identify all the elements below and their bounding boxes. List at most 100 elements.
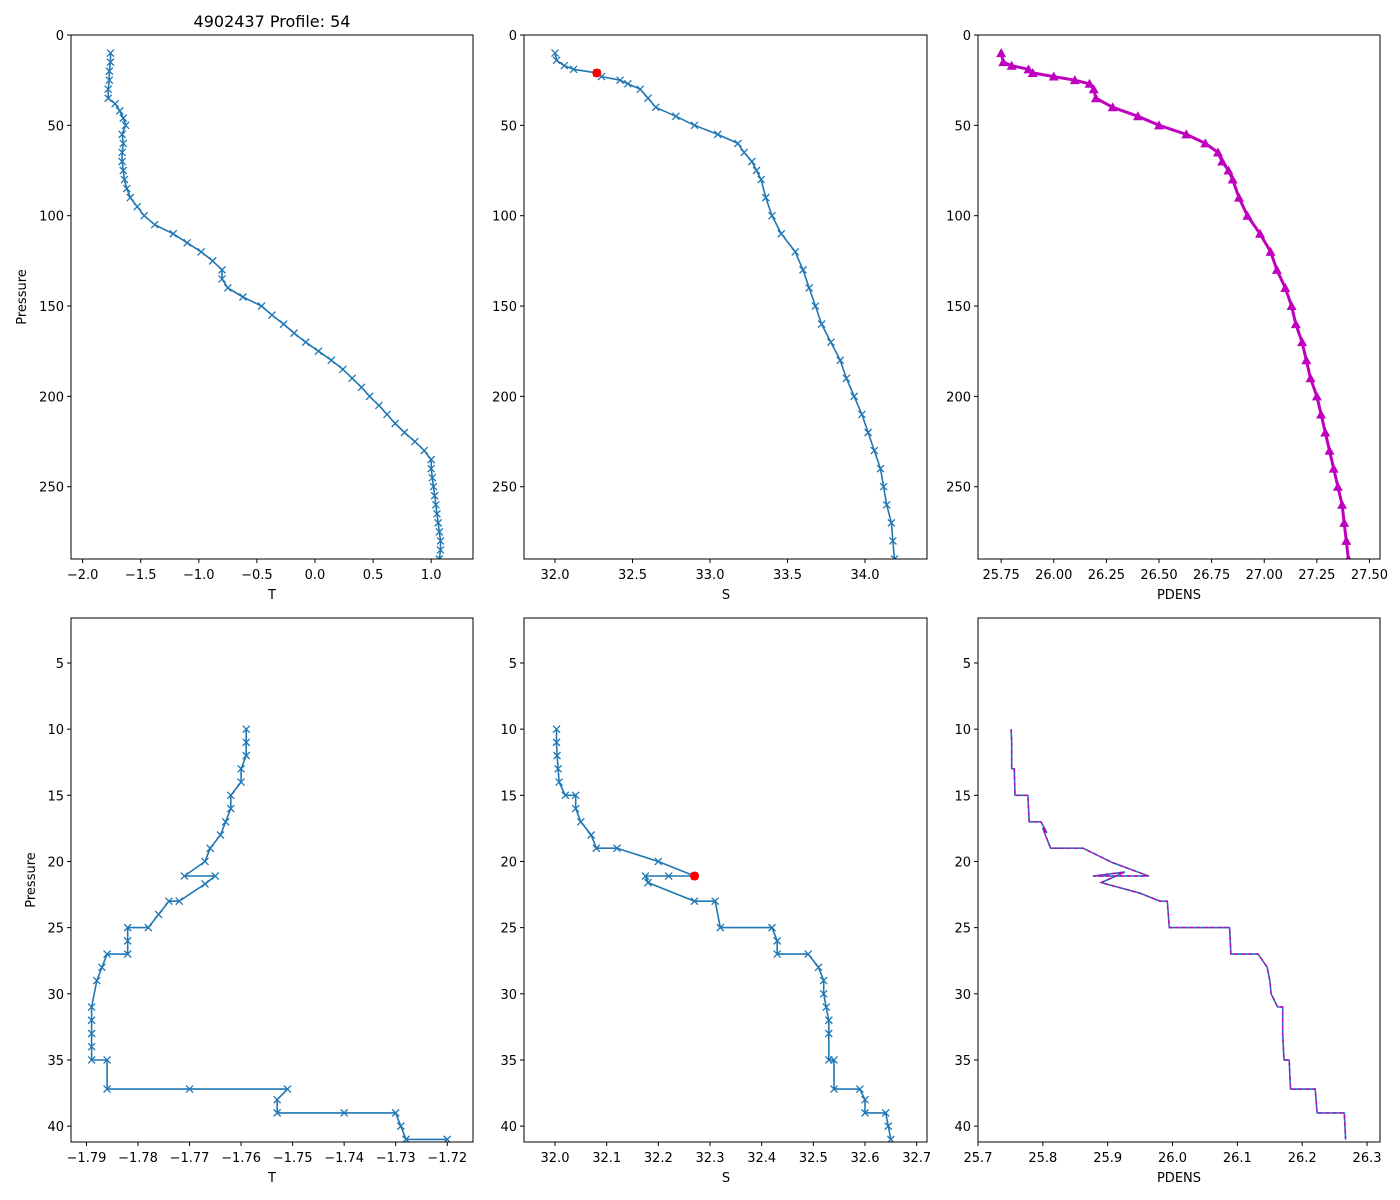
data-point	[1088, 84, 1099, 94]
x-tick-label: −1.77	[170, 1151, 210, 1166]
x-tick-label: 33.0	[696, 568, 725, 583]
data-point	[555, 778, 564, 787]
x-tick-label: 34.0	[851, 568, 880, 583]
data-point	[431, 500, 440, 509]
data-point	[1181, 129, 1192, 139]
data-point	[826, 338, 835, 347]
data-point	[576, 817, 585, 826]
data-point	[716, 923, 725, 932]
data-point	[396, 1122, 405, 1131]
data-point	[216, 831, 225, 839]
x-tick-label: 0.0	[305, 568, 326, 583]
x-tick-label: −1.78	[118, 1151, 158, 1166]
data-point	[1200, 138, 1211, 148]
data-point	[435, 527, 444, 536]
data-point	[121, 121, 130, 130]
y-tick-label: 35	[47, 1054, 64, 1069]
y-tick-label: 20	[954, 855, 971, 870]
data-point	[1320, 427, 1331, 437]
x-tick-label: 26.0	[1158, 1151, 1187, 1166]
data-point	[1265, 246, 1276, 256]
x-axis-label: T	[267, 588, 276, 603]
x-tick-label: −1.74	[324, 1151, 364, 1166]
figure-title: 4902437 Profile: 54	[194, 12, 351, 31]
x-tick-label: 33.5	[773, 568, 802, 583]
data-point	[410, 437, 419, 446]
data-point	[208, 256, 217, 265]
data-point	[636, 85, 645, 94]
data-point	[651, 103, 660, 112]
data-point	[830, 1085, 838, 1094]
data-point	[1345, 554, 1352, 559]
x-tick-label: 26.25	[1088, 568, 1125, 583]
y-tick-label: 25	[954, 922, 971, 937]
x-tick-label: 27.25	[1298, 568, 1335, 583]
x-tick-label: 32.5	[618, 568, 647, 583]
y-tick-label: 30	[500, 988, 517, 1003]
data-point	[882, 500, 891, 509]
data-point	[119, 166, 128, 175]
x-tick-label: −0.5	[241, 568, 273, 583]
data-point	[1290, 319, 1301, 329]
x-tick-label: −1.5	[125, 568, 157, 583]
series-line	[107, 53, 442, 559]
y-tick-label: 10	[47, 723, 64, 738]
data-point	[374, 401, 383, 410]
data-point	[429, 482, 438, 491]
data-point	[391, 419, 400, 428]
plot-area	[996, 48, 1352, 559]
data-point	[824, 1016, 833, 1025]
data-point	[435, 555, 444, 559]
data-point	[1280, 282, 1291, 292]
data-point	[1305, 373, 1316, 383]
panel-s-full: S 32.0 32.5 33.0 33.5 34.0 0 50 100 150 200 250	[492, 29, 928, 603]
data-point	[111, 99, 120, 108]
x-tick-label: 25.9	[1093, 1151, 1122, 1166]
x-tick-label: 25.75	[983, 568, 1020, 583]
data-point	[400, 428, 409, 437]
data-point	[340, 1108, 349, 1117]
data-point	[223, 284, 232, 292]
data-point	[1332, 481, 1343, 491]
series-line	[999, 52, 1350, 559]
data-point	[391, 1108, 400, 1117]
x-tick-label: 32.2	[644, 1151, 673, 1166]
x-tick-label: 27.50	[1351, 568, 1388, 583]
data-point	[123, 923, 132, 932]
y-tick-label: 50	[500, 119, 517, 134]
data-point	[1311, 391, 1322, 401]
y-tick-label: 20	[500, 855, 517, 870]
data-point	[1217, 156, 1228, 166]
data-point	[1048, 71, 1059, 81]
y-tick-label: 250	[492, 481, 517, 496]
data-point	[87, 1029, 96, 1038]
data-point	[1316, 409, 1327, 419]
data-point	[218, 265, 226, 274]
data-point	[103, 1085, 112, 1094]
plot-area	[1010, 729, 1347, 1140]
data-point	[553, 751, 562, 760]
data-point	[242, 725, 251, 734]
data-point	[226, 791, 235, 800]
x-tick-label: 27.00	[1246, 568, 1283, 583]
x-tick-label: 0.5	[363, 568, 384, 583]
data-point	[206, 844, 215, 853]
y-tick-label: 5	[509, 657, 517, 672]
data-point	[1301, 355, 1312, 365]
data-point	[106, 58, 115, 67]
x-tick-label: 32.3	[696, 1151, 725, 1166]
data-point	[169, 229, 178, 238]
x-tick-label: 26.2	[1288, 1151, 1317, 1166]
data-point	[1223, 165, 1234, 175]
data-point	[1132, 111, 1143, 121]
x-tick-label: 26.1	[1223, 1151, 1252, 1166]
data-point	[876, 464, 885, 473]
y-tick-label: 20	[47, 855, 64, 870]
data-point	[664, 872, 673, 880]
x-tick-label: 32.1	[592, 1151, 621, 1166]
data-point	[126, 193, 135, 202]
data-point	[857, 410, 866, 419]
y-tick-label: 200	[39, 390, 64, 405]
y-tick-label: 50	[954, 119, 971, 134]
data-point	[257, 302, 266, 310]
